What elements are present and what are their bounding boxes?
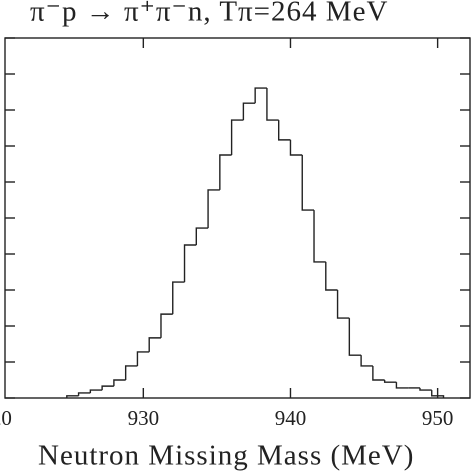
histogram-bin (207, 189, 220, 229)
x-tick-label: 920 (0, 406, 12, 430)
histogram-bin (301, 155, 315, 211)
x-tick-label: 940 (275, 406, 307, 430)
histogram-bin (113, 379, 126, 387)
histogram-bin (242, 102, 256, 121)
histogram-bin (254, 87, 267, 104)
histogram-bin (419, 387, 432, 391)
histogram-bin (66, 395, 79, 398)
histogram-bin (278, 120, 291, 141)
x-tick-label: 950 (422, 406, 454, 430)
histogram-bin (372, 365, 385, 381)
x-tick-label: 930 (128, 406, 160, 430)
histogram-bin (124, 365, 138, 380)
histogram-bin (360, 355, 373, 367)
histogram-bin (183, 244, 197, 283)
histogram-bin (325, 261, 338, 291)
histogram-bin (160, 313, 173, 338)
histogram-bin (348, 318, 362, 356)
histogram-bin (172, 281, 185, 315)
histogram-bin (101, 385, 114, 391)
histogram-bin (136, 351, 150, 366)
histogram-bin (313, 210, 326, 263)
histogram-bin (336, 290, 350, 319)
histogram-bin (148, 337, 161, 352)
histogram-bin (395, 382, 409, 389)
chart-title: π⁻p → π⁺π⁻n, Tπ=264 MeV (30, 0, 388, 28)
plot-frame (4, 37, 471, 399)
x-axis-label: Neutron Missing Mass (MeV) (38, 440, 414, 472)
histogram-bin (219, 154, 232, 190)
histogram-bin (77, 392, 91, 396)
histogram-bin (431, 390, 445, 398)
histogram-bin (230, 119, 244, 155)
histogram-bin (266, 88, 279, 121)
histogram-bin (195, 227, 209, 245)
histogram-bin (383, 380, 397, 383)
histogram-bin (289, 139, 303, 156)
histogram-bin (89, 389, 103, 393)
